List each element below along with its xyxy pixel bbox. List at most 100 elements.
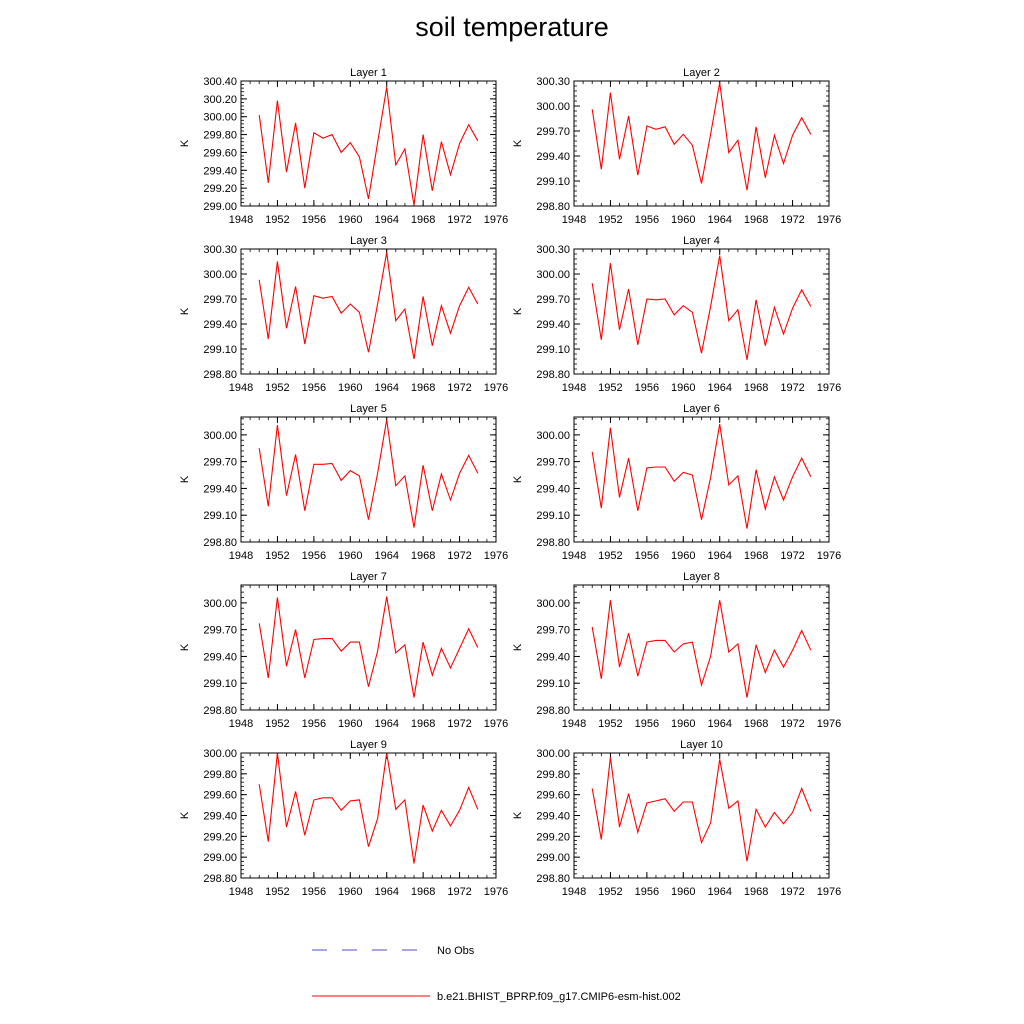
y-tick-label: 300.00 <box>536 430 570 442</box>
x-tick-label: 1960 <box>671 214 695 226</box>
x-tick-label: 1968 <box>744 886 768 898</box>
y-tick-label: 298.80 <box>536 705 570 717</box>
y-tick-label: 299.40 <box>536 811 570 823</box>
x-tick-label: 1948 <box>562 214 586 226</box>
x-tick-label: 1968 <box>744 718 768 730</box>
y-tick-label: 299.00 <box>203 852 237 864</box>
x-tick-label: 1956 <box>635 214 659 226</box>
x-tick-label: 1960 <box>671 550 695 562</box>
y-tick-label: 300.00 <box>203 598 237 610</box>
x-tick-label: 1964 <box>707 550 731 562</box>
y-axis-label: K <box>179 307 191 315</box>
y-tick-label: 299.40 <box>536 483 570 495</box>
x-tick-label: 1952 <box>598 214 622 226</box>
x-tick-label: 1956 <box>635 886 659 898</box>
x-tick-label: 1972 <box>780 550 804 562</box>
x-tick-label: 1976 <box>817 718 841 730</box>
x-tick-label: 1964 <box>374 718 398 730</box>
x-tick-label: 1952 <box>265 382 289 394</box>
y-tick-label: 299.70 <box>536 625 570 637</box>
x-tick-label: 1956 <box>302 382 326 394</box>
plot-frame <box>240 584 497 711</box>
y-tick-label: 300.00 <box>536 598 570 610</box>
y-tick-label: 300.00 <box>203 430 237 442</box>
y-tick-label: 299.80 <box>203 769 237 781</box>
chart-panel-1: Layer 1 K 1948 1952 1956 1960 1964 1968 1972 1976… <box>179 67 508 226</box>
plot-frame <box>573 248 830 375</box>
chart-panel-4: Layer 4 K 1948 1952 1956 1960 1964 1968 1972 1976… <box>512 235 841 394</box>
series-line <box>258 87 479 206</box>
x-tick-label: 1952 <box>265 550 289 562</box>
x-tick-label: 1976 <box>817 214 841 226</box>
x-tick-label: 1948 <box>229 550 253 562</box>
y-tick-label: 300.00 <box>203 748 237 760</box>
legend-model-label: b.e21.BHIST_BPRP.f09_g17.CMIP6-esm-hist.… <box>437 991 681 1003</box>
y-tick-label: 299.40 <box>203 165 237 177</box>
y-axis-label: K <box>512 475 524 483</box>
y-tick-label: 299.00 <box>536 852 570 864</box>
y-axis-label: K <box>179 475 191 483</box>
plot-frame <box>573 584 830 711</box>
x-tick-label: 1948 <box>229 718 253 730</box>
y-tick-label: 299.60 <box>536 790 570 802</box>
y-axis-label: K <box>179 811 191 819</box>
x-tick-label: 1976 <box>484 214 508 226</box>
x-tick-label: 1976 <box>484 382 508 394</box>
panel-title: Layer 3 <box>350 235 387 247</box>
y-tick-label: 299.40 <box>536 319 570 331</box>
y-tick-label: 298.80 <box>536 537 570 549</box>
x-tick-label: 1964 <box>707 718 731 730</box>
x-tick-label: 1964 <box>707 214 731 226</box>
x-tick-label: 1976 <box>484 550 508 562</box>
figure-title: soil temperature <box>415 12 609 42</box>
x-tick-label: 1952 <box>598 550 622 562</box>
y-tick-label: 299.70 <box>203 294 237 306</box>
y-tick-label: 299.70 <box>536 457 570 469</box>
y-axis-label: K <box>179 139 191 147</box>
chart-panel-3: Layer 3 K 1948 1952 1956 1960 1964 1968 1972 1976… <box>179 235 508 394</box>
x-tick-label: 1948 <box>562 550 586 562</box>
plot-frame <box>573 80 830 207</box>
x-tick-label: 1948 <box>229 886 253 898</box>
x-tick-label: 1952 <box>265 718 289 730</box>
legend-obs-label: No Obs <box>437 945 475 957</box>
y-tick-label: 299.70 <box>536 294 570 306</box>
y-tick-label: 299.40 <box>203 483 237 495</box>
chart-panel-7: Layer 7 K 1948 1952 1956 1960 1964 1968 1972 1976… <box>179 571 508 730</box>
x-tick-label: 1952 <box>598 382 622 394</box>
y-tick-label: 299.20 <box>203 183 237 195</box>
y-tick-label: 299.40 <box>536 151 570 163</box>
x-tick-label: 1964 <box>707 382 731 394</box>
panel-title: Layer 4 <box>683 235 720 247</box>
y-tick-label: 299.00 <box>203 201 237 213</box>
panel-title: Layer 5 <box>350 403 387 415</box>
y-tick-label: 299.80 <box>203 130 237 142</box>
y-tick-label: 299.10 <box>536 344 570 356</box>
x-tick-label: 1972 <box>780 718 804 730</box>
x-tick-label: 1948 <box>562 382 586 394</box>
y-tick-label: 299.40 <box>203 811 237 823</box>
x-tick-label: 1968 <box>411 382 435 394</box>
x-tick-label: 1956 <box>635 718 659 730</box>
y-axis-label: K <box>512 643 524 651</box>
x-tick-label: 1956 <box>302 718 326 730</box>
x-tick-label: 1956 <box>302 550 326 562</box>
series-line <box>591 600 812 698</box>
y-tick-label: 300.00 <box>536 269 570 281</box>
x-tick-label: 1952 <box>265 886 289 898</box>
y-tick-label: 298.80 <box>203 369 237 381</box>
y-tick-label: 300.30 <box>536 244 570 256</box>
x-tick-label: 1976 <box>484 718 508 730</box>
panel-title: Layer 10 <box>680 739 723 751</box>
x-tick-label: 1972 <box>447 718 471 730</box>
chart-panel-6: Layer 6 K 1948 1952 1956 1960 1964 1968 1972 1976… <box>512 403 841 562</box>
y-axis-label: K <box>179 643 191 651</box>
x-tick-label: 1964 <box>374 550 398 562</box>
y-tick-label: 299.20 <box>536 831 570 843</box>
y-tick-label: 299.40 <box>203 319 237 331</box>
y-tick-label: 299.70 <box>536 126 570 138</box>
x-tick-label: 1952 <box>598 718 622 730</box>
chart-panel-8: Layer 8 K 1948 1952 1956 1960 1964 1968 1972 1976… <box>512 571 841 730</box>
